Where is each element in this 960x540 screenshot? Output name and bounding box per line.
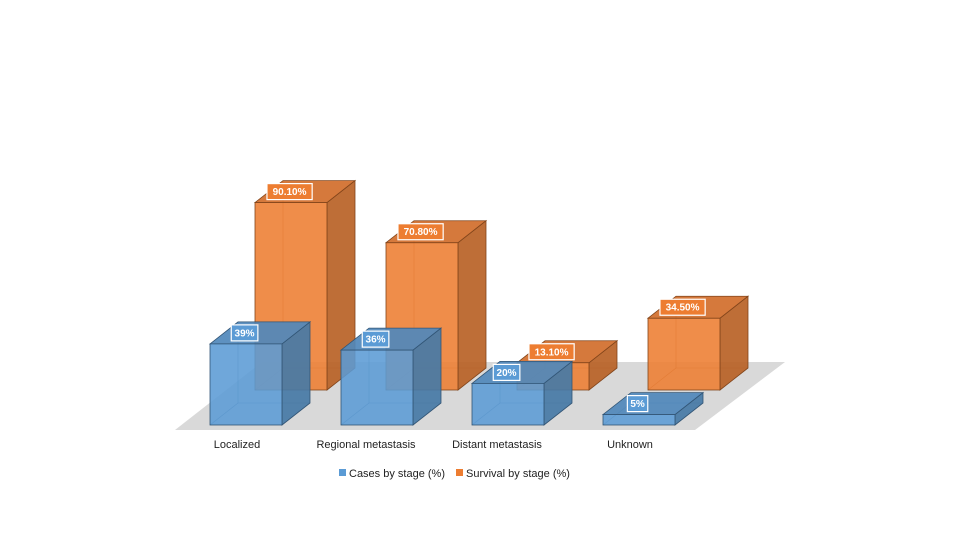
category-label-distant-metastasis: Distant metastasis	[452, 439, 542, 451]
data-label-survival-distant-metastasis: 13.10%	[528, 343, 575, 361]
legend-label-survival: Survival by stage (%)	[466, 468, 570, 480]
bar-cases-regional-metastasis	[339, 327, 443, 426]
legend-label-cases: Cases by stage (%)	[349, 468, 445, 480]
svg-text:20%: 20%	[497, 368, 517, 379]
svg-text:70.80%: 70.80%	[404, 227, 438, 238]
cases-series	[208, 321, 705, 426]
svg-text:34.50%: 34.50%	[666, 303, 700, 314]
svg-text:39%: 39%	[235, 328, 255, 339]
category-axis: Localized Regional metastasis Distant me…	[214, 439, 653, 451]
category-label-regional-metastasis: Regional metastasis	[316, 439, 416, 451]
data-label-survival-localized: 90.10%	[266, 182, 313, 201]
svg-text:5%: 5%	[630, 399, 645, 410]
bar-cases-localized	[208, 321, 312, 426]
data-label-cases-localized: 39%	[230, 324, 259, 342]
svg-text:90.10%: 90.10%	[273, 187, 307, 198]
data-labels: 90.10% 70.80% 13.10% 34.50% 39% 36% 20% 5%	[230, 182, 706, 413]
data-label-cases-regional-metastasis: 36%	[361, 330, 390, 348]
svg-text:13.10%: 13.10%	[535, 347, 569, 358]
data-label-survival-unknown: 34.50%	[659, 298, 706, 316]
svg-text:36%: 36%	[366, 335, 386, 346]
legend-swatch-survival	[456, 469, 463, 476]
category-label-localized: Localized	[214, 439, 260, 451]
data-label-cases-unknown: 5%	[626, 395, 649, 413]
legend: Cases by stage (%) Survival by stage (%)	[339, 468, 570, 480]
bar-cases-distant-metastasis	[470, 360, 574, 426]
survival-series	[253, 179, 750, 391]
legend-swatch-cases	[339, 469, 346, 476]
category-label-unknown: Unknown	[607, 439, 653, 451]
data-label-survival-regional-metastasis: 70.80%	[397, 223, 444, 241]
data-label-cases-distant-metastasis: 20%	[492, 363, 521, 381]
